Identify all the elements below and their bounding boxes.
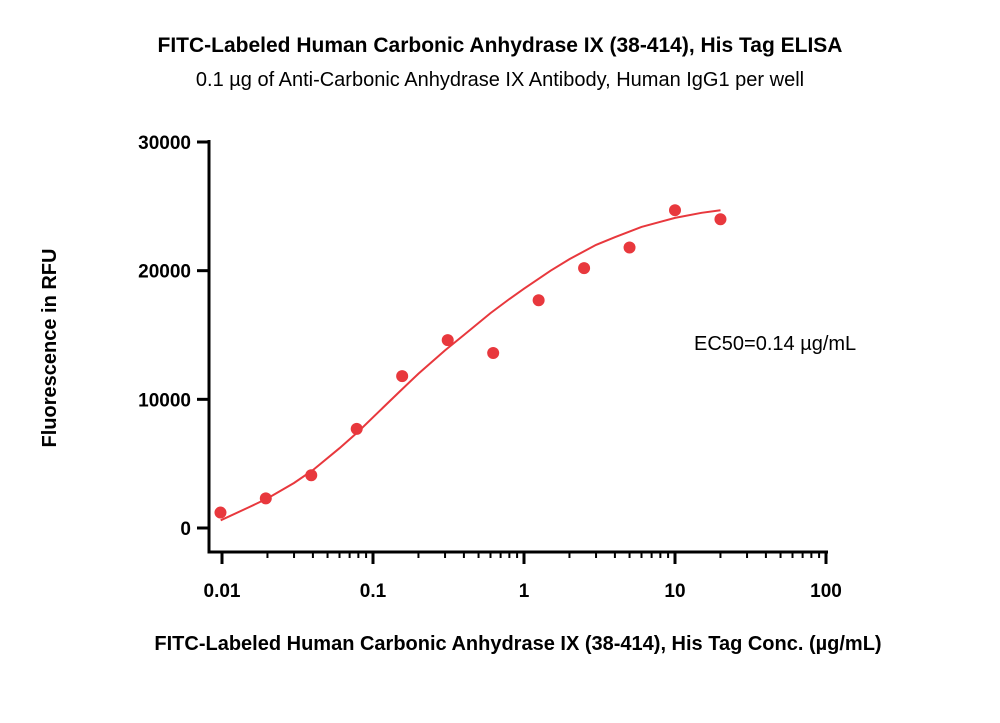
data-point: [578, 262, 591, 275]
data-point: [214, 506, 227, 519]
x-axis-label: FITC-Labeled Human Carbonic Anhydrase IX…: [154, 633, 881, 655]
data-point: [532, 294, 545, 307]
y-tick-label: 10000: [138, 390, 191, 411]
data-point: [350, 422, 363, 435]
chart-title: FITC-Labeled Human Carbonic Anhydrase IX…: [157, 34, 843, 57]
fit-curve: [220, 209, 721, 522]
data-point: [623, 241, 636, 254]
x-tick-label: 100: [810, 581, 842, 602]
y-tick-label: 0: [180, 519, 191, 540]
data-point: [396, 370, 409, 383]
data-point: [669, 204, 681, 217]
y-axis-label: Fluorescence in RFU: [39, 249, 61, 448]
x-tick-label: 1: [519, 581, 530, 602]
x-tick-label: 0.01: [204, 581, 241, 602]
ec50-annotation: EC50=0.14 µg/mL: [694, 333, 856, 355]
data-point: [305, 469, 318, 482]
y-tick-label: 30000: [138, 133, 191, 154]
x-tick-label: 10: [664, 581, 685, 602]
data-point: [441, 334, 454, 347]
y-tick-label: 20000: [138, 262, 191, 283]
data-point: [487, 347, 500, 360]
chart-subtitle: 0.1 µg of Anti-Carbonic Anhydrase IX Ant…: [195, 69, 805, 91]
x-tick-label: 0.1: [360, 581, 387, 602]
data-point: [259, 492, 272, 505]
data-point: [714, 213, 727, 226]
